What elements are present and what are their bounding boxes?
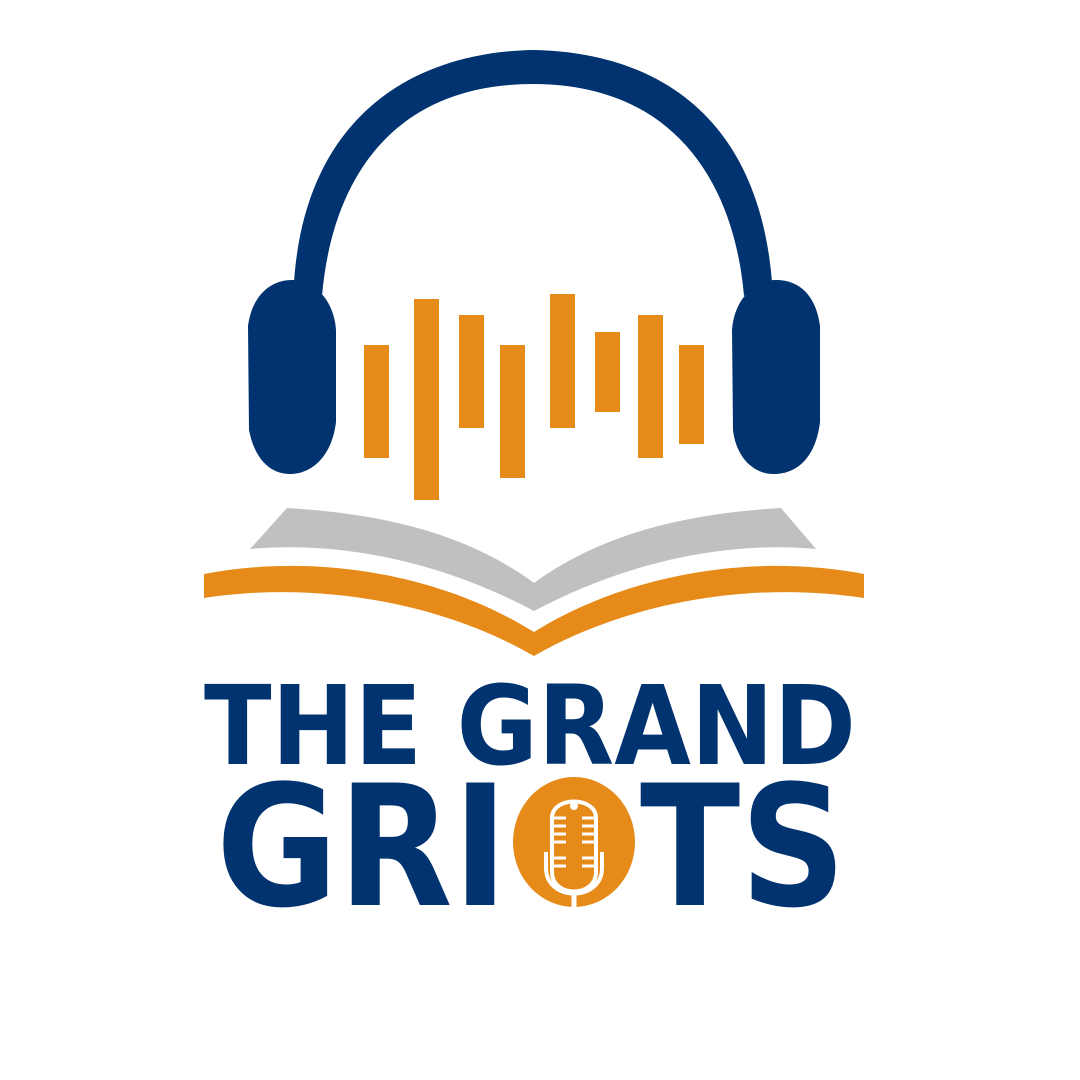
wave-bar [638, 315, 663, 458]
wordmark-line2-ts: TS [640, 749, 846, 945]
headphones-icon [248, 50, 820, 474]
wordmark: THE GRAND GRI [204, 662, 856, 945]
wave-bar [500, 345, 525, 478]
wordmark-line1: THE GRAND [204, 662, 856, 790]
headphones-left-cup [248, 280, 336, 474]
headphones-band [294, 50, 772, 296]
microphone-icon [544, 799, 604, 907]
headphones-right-cup [732, 280, 820, 474]
wave-bar [595, 332, 620, 412]
o-letter-shape [513, 777, 635, 907]
wave-bar [550, 294, 575, 428]
book-pages [250, 508, 816, 611]
wave-bar [364, 345, 389, 458]
wave-bar [679, 345, 704, 444]
open-book-icon [204, 508, 864, 656]
wave-bar [414, 299, 439, 500]
wave-bar [459, 315, 484, 428]
book-cover [204, 565, 864, 656]
wordmark-line2-gri: GRI [216, 749, 508, 945]
sound-wave-icon [364, 294, 704, 500]
microphone-o-letter [513, 777, 635, 907]
